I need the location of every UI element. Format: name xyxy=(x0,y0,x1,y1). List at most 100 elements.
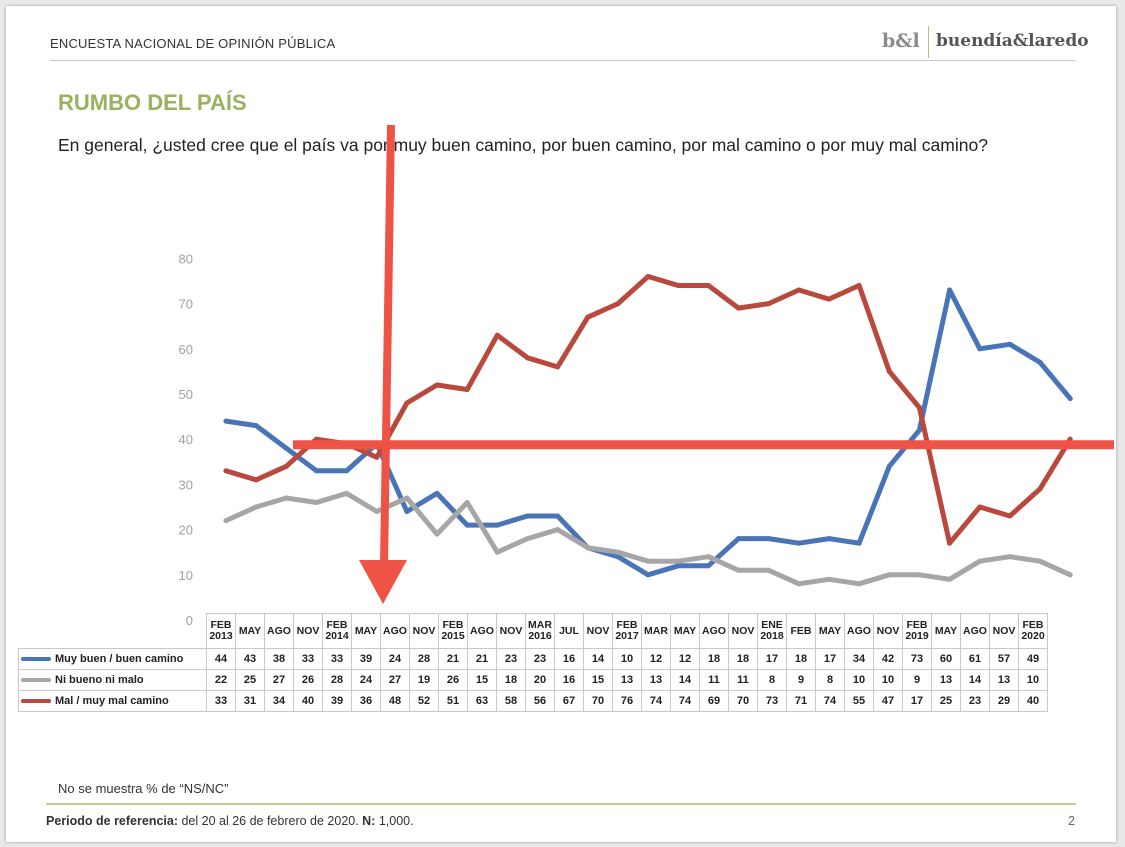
table-cell: 25 xyxy=(931,690,961,712)
table-cell: 27 xyxy=(264,669,294,691)
data-point xyxy=(886,368,892,374)
data-point xyxy=(223,518,229,524)
data-point xyxy=(736,305,742,311)
table-cell: 28 xyxy=(409,648,439,670)
data-point xyxy=(856,581,862,587)
data-point xyxy=(977,346,983,352)
data-point xyxy=(1007,554,1013,560)
category-label: MAY xyxy=(351,613,381,649)
data-point xyxy=(283,445,289,451)
table-cell: 14 xyxy=(670,669,700,691)
table-row: Muy buen / buen camino 44 43 38 33 33 39 24 28 21… xyxy=(18,648,1048,670)
table-cell: 44 xyxy=(206,648,236,670)
category-label: NOV xyxy=(409,613,439,649)
table-corner xyxy=(19,614,207,649)
table-cell: 24 xyxy=(351,669,381,691)
data-point xyxy=(585,314,591,320)
data-point xyxy=(464,522,470,528)
data-point xyxy=(555,364,561,370)
table-cell: 60 xyxy=(931,648,961,670)
data-point xyxy=(615,549,621,555)
data-point xyxy=(525,513,530,519)
table-cell: 52 xyxy=(409,690,439,712)
table-cell: 16 xyxy=(554,669,584,691)
table-cell: 11 xyxy=(699,669,729,691)
data-point xyxy=(947,540,953,546)
data-point xyxy=(555,527,561,533)
data-point xyxy=(223,418,229,424)
data-point xyxy=(374,509,380,515)
table-cell: 21 xyxy=(438,648,468,670)
data-point xyxy=(404,400,410,406)
table-cell: 74 xyxy=(641,690,671,712)
table-cell: 10 xyxy=(844,669,874,691)
table-cell: 49 xyxy=(1018,648,1048,670)
table-cell: 43 xyxy=(235,648,265,670)
category-label: AGO xyxy=(844,613,874,649)
footer-n-label: N: xyxy=(362,814,376,828)
data-point xyxy=(464,386,470,392)
legend-swatch xyxy=(21,698,51,703)
data-point xyxy=(344,468,350,474)
y-tick-label: 50 xyxy=(179,387,193,402)
table-cell: 18 xyxy=(699,648,729,670)
table-cell: 47 xyxy=(873,690,903,712)
table-cell: 18 xyxy=(786,648,816,670)
data-point xyxy=(947,576,953,582)
legend-swatch xyxy=(21,656,51,661)
data-point xyxy=(675,563,681,569)
table-cell: 9 xyxy=(902,669,932,691)
data-point xyxy=(494,549,500,555)
table-cell: 25 xyxy=(235,669,265,691)
table-cell: 8 xyxy=(815,669,845,691)
table-cell: 39 xyxy=(322,690,352,712)
data-point xyxy=(826,536,832,542)
data-point xyxy=(253,423,259,429)
category-label: NOV xyxy=(728,613,758,649)
slide-title: RUMBO DEL PAÍS xyxy=(58,90,247,115)
category-label: FEB 2019 xyxy=(902,613,932,649)
category-label: NOV xyxy=(583,613,613,649)
table-cell: 26 xyxy=(438,669,468,691)
legend-swatch xyxy=(21,677,51,682)
table-cell: 34 xyxy=(844,648,874,670)
table-cell: 51 xyxy=(438,690,468,712)
data-point xyxy=(494,522,500,528)
data-point xyxy=(705,563,711,569)
data-point xyxy=(555,513,561,519)
category-label: AGO xyxy=(699,613,729,649)
data-point xyxy=(766,301,772,307)
table-cell: 10 xyxy=(612,648,642,670)
data-point xyxy=(344,490,350,496)
annotation-arrow-head xyxy=(359,560,407,604)
data-point xyxy=(313,499,319,505)
data-point xyxy=(374,454,380,460)
table-cell: 71 xyxy=(786,690,816,712)
table-cell: 13 xyxy=(641,669,671,691)
table-cell: 73 xyxy=(757,690,787,712)
data-point xyxy=(615,301,621,307)
survey-question: En general, ¿usted cree que el país va p… xyxy=(58,135,988,155)
data-point xyxy=(796,287,802,293)
category-label: FEB 2015 xyxy=(438,613,468,649)
data-point xyxy=(434,531,440,537)
data-point xyxy=(313,468,319,474)
table-cell: 12 xyxy=(641,648,671,670)
table-cell: 48 xyxy=(380,690,410,712)
footer: Periodo de referencia: del 20 al 26 de f… xyxy=(46,814,414,828)
data-point xyxy=(1037,359,1043,365)
table-cell: 12 xyxy=(670,648,700,670)
table-cell: 39 xyxy=(351,648,381,670)
category-label: MAY xyxy=(235,613,265,649)
category-label: FEB 2020 xyxy=(1018,613,1048,649)
category-label: NOV xyxy=(293,613,323,649)
table-cell: 24 xyxy=(380,648,410,670)
category-label: MAY xyxy=(815,613,845,649)
category-label: NOV xyxy=(873,613,903,649)
data-point xyxy=(766,536,772,542)
data-point xyxy=(826,576,832,582)
data-point xyxy=(675,558,681,564)
table-cell: 23 xyxy=(496,648,526,670)
annotation-arrow-shaft xyxy=(380,124,395,566)
